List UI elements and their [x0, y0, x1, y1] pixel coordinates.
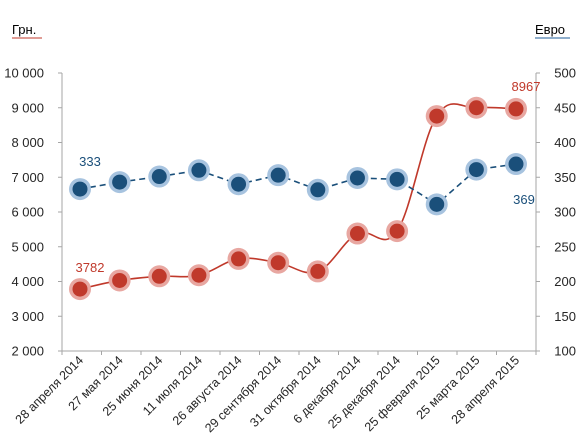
- series-1-point: [148, 265, 171, 288]
- series-1-point: [425, 105, 448, 128]
- data-label: 333: [79, 154, 101, 169]
- series-2-point: [227, 173, 250, 196]
- right-tick-label: 250: [554, 239, 576, 254]
- marker-dot: [349, 226, 365, 242]
- left-tick-label: 8 000: [11, 135, 44, 150]
- series-1-point: [267, 251, 290, 274]
- x-tick-label: 31 октября 2014: [247, 353, 324, 430]
- series-2-point: [425, 193, 448, 216]
- right-axis-unit-label: Евро: [535, 22, 565, 37]
- x-tick-label: 25 декабря 2014: [325, 353, 403, 431]
- series-line-2: [79, 163, 517, 206]
- series-2-point: [465, 158, 488, 181]
- marker-dot: [310, 182, 326, 198]
- left-tick-label: 9 000: [11, 100, 44, 115]
- series-2-point: [267, 164, 290, 187]
- marker-dot: [310, 263, 326, 279]
- left-tick-label: 2 000: [11, 344, 44, 359]
- marker-dot: [112, 272, 128, 288]
- series-1-point: [227, 247, 250, 270]
- series-1-point: [505, 97, 527, 120]
- series-2-point: [505, 153, 527, 176]
- right-tick-label: 300: [554, 205, 576, 220]
- x-tick-label: 28 апреля 2014: [13, 353, 87, 427]
- x-tick-label: 26 августа 2014: [170, 353, 245, 428]
- series-line-1: [79, 103, 517, 290]
- right-tick-label: 450: [554, 100, 576, 115]
- right-tick-label: 100: [554, 344, 576, 359]
- left-tick-label: 4 000: [11, 274, 44, 289]
- series-2-point: [386, 168, 409, 191]
- series-1-point: [465, 96, 488, 119]
- series-1-point: [69, 278, 91, 301]
- series-1-point: [346, 222, 369, 245]
- series-2-point: [346, 166, 369, 189]
- marker-dot: [429, 196, 445, 212]
- series-2-point: [187, 159, 210, 182]
- x-tick-label: 28 апреля 2015: [449, 353, 523, 427]
- left-axis-unit-label: Грн.: [12, 22, 36, 37]
- marker-dot: [389, 223, 405, 239]
- data-label: 3782: [76, 260, 105, 275]
- left-tick-label: 6 000: [11, 205, 44, 220]
- marker-dot: [270, 167, 286, 183]
- left-tick-label: 10 000: [4, 66, 44, 81]
- marker-dot: [72, 281, 88, 297]
- series-1-point: [386, 220, 409, 243]
- marker-dot: [151, 169, 167, 185]
- series-2-point: [108, 171, 131, 194]
- series-2-point: [148, 165, 171, 188]
- marker-dot: [389, 171, 405, 187]
- left-tick-label: 7 000: [11, 170, 44, 185]
- left-tick-label: 5 000: [11, 239, 44, 254]
- marker-dot: [151, 268, 167, 284]
- marker-dot: [468, 100, 484, 116]
- series-2-point: [306, 178, 329, 201]
- marker-dot: [508, 101, 524, 117]
- series-1-point: [306, 260, 329, 283]
- marker-dot: [231, 176, 247, 192]
- right-tick-label: 150: [554, 309, 576, 324]
- marker-dot: [191, 267, 207, 283]
- axes: 2 000 100 3 000 150 4 000 200 5 000 250 6 000 300…: [4, 66, 576, 436]
- marker-dot: [191, 162, 207, 178]
- data-labels: 3782 8967 333 369: [76, 79, 541, 275]
- right-tick-label: 500: [554, 66, 576, 81]
- marker-dot: [112, 174, 128, 190]
- marker-dot: [231, 251, 247, 267]
- left-tick-label: 3 000: [11, 309, 44, 324]
- right-tick-label: 400: [554, 135, 576, 150]
- series-layer: [69, 96, 527, 301]
- series-1-point: [187, 264, 210, 287]
- marker-dot: [508, 156, 524, 172]
- x-tick-label: 6 декабря 2014: [290, 353, 363, 426]
- data-label: 369: [513, 192, 535, 207]
- marker-dot: [270, 255, 286, 271]
- series-1-point: [108, 269, 131, 292]
- marker-dot: [468, 162, 484, 178]
- data-label: 8967: [512, 79, 541, 94]
- marker-dot: [429, 108, 445, 124]
- marker-dot: [72, 181, 88, 197]
- series-2-point: [69, 178, 91, 201]
- right-tick-label: 350: [554, 170, 576, 185]
- right-tick-label: 200: [554, 274, 576, 289]
- marker-dot: [349, 170, 365, 186]
